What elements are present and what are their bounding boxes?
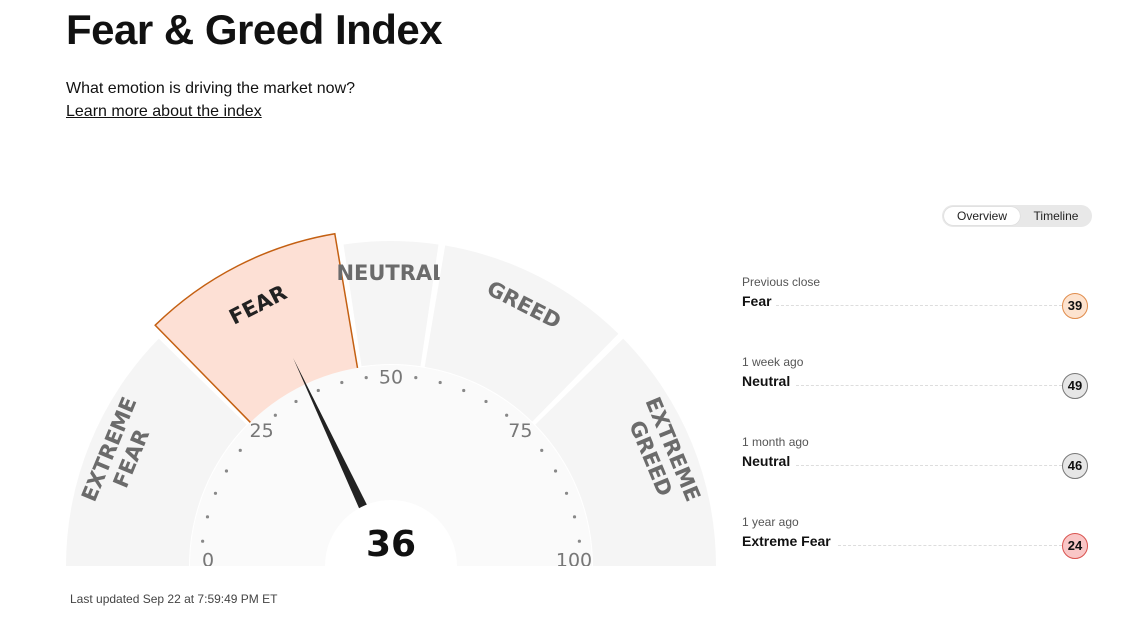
history-value-badge: 49 xyxy=(1062,373,1088,399)
history-rating: Extreme Fear xyxy=(742,533,831,549)
page-title: Fear & Greed Index xyxy=(66,6,443,53)
history-item-previous-close: Previous close Fear 39 xyxy=(742,275,1092,335)
gauge-tick-dot xyxy=(553,469,558,473)
learn-more-link[interactable]: Learn more about the index xyxy=(66,103,262,120)
gauge-tick-dot xyxy=(564,491,569,495)
gauge-tick-dot xyxy=(462,388,466,393)
gauge-tick-dot xyxy=(438,380,442,385)
history-item-1-week-ago: 1 week ago Neutral 49 xyxy=(742,355,1092,415)
page-subtitle: What emotion is driving the market now? xyxy=(66,80,356,97)
gauge-tick-dot xyxy=(224,469,229,473)
gauge-scale-label: 25 xyxy=(250,420,274,442)
gauge-segment-greed xyxy=(424,245,619,422)
gauge-value: 36 xyxy=(366,524,416,565)
history-value-badge: 24 xyxy=(1062,533,1088,559)
gauge-tick-dot xyxy=(505,413,509,417)
gauge-tick-dot xyxy=(201,539,205,543)
history-rating: Neutral xyxy=(742,453,791,469)
gauge-tick-dot xyxy=(572,515,577,519)
overview-tab[interactable]: Overview xyxy=(944,207,1020,225)
gauge-tick-dot xyxy=(364,376,368,380)
gauge-tick-dot xyxy=(316,388,320,393)
fear-greed-gauge: EXTREMEFEARFEARNEUTRALGREEDEXTREMEGREED0… xyxy=(0,232,730,600)
history-item-1-year-ago: 1 year ago Extreme Fear 24 xyxy=(742,515,1092,575)
dotted-leader xyxy=(838,545,1062,546)
gauge-inner-band xyxy=(190,365,592,566)
history-rating: Fear xyxy=(742,293,772,309)
history-value-badge: 46 xyxy=(1062,453,1088,479)
gauge-segment-extreme-fear xyxy=(66,338,247,566)
gauge-segment-extreme-greed xyxy=(535,338,716,566)
gauge-scale-label: 75 xyxy=(508,420,532,442)
gauge-tick-dot xyxy=(577,539,581,543)
history-label: 1 week ago xyxy=(742,355,804,369)
view-toggle: Overview Timeline xyxy=(942,205,1092,227)
dotted-leader xyxy=(796,385,1062,386)
gauge-scale-label: 50 xyxy=(379,367,403,389)
gauge-tick-dot xyxy=(273,413,277,417)
gauge-tick-dot xyxy=(340,380,344,385)
gauge-tick-dot xyxy=(414,376,418,380)
history-item-1-month-ago: 1 month ago Neutral 46 xyxy=(742,435,1092,495)
gauge-tick-dot xyxy=(238,448,242,452)
gauge-tick-dot xyxy=(294,399,298,404)
gauge-segment-neutral xyxy=(343,241,439,367)
dotted-leader xyxy=(776,305,1062,306)
gauge-tick-dot xyxy=(205,515,210,519)
gauge-tick-dot xyxy=(484,399,488,404)
history-rating: Neutral xyxy=(742,373,791,389)
history-label: 1 year ago xyxy=(742,515,799,529)
gauge-segment-label: NEUTRAL xyxy=(336,261,445,285)
gauge-tick-dot xyxy=(213,491,218,495)
history-label: 1 month ago xyxy=(742,435,809,449)
gauge-tick-dot xyxy=(540,448,544,452)
dotted-leader xyxy=(796,465,1062,466)
history-value-badge: 39 xyxy=(1062,293,1088,319)
gauge-base-mask xyxy=(0,566,730,600)
timeline-tab[interactable]: Timeline xyxy=(1033,209,1079,223)
history-label: Previous close xyxy=(742,275,821,289)
last-updated: Last updated Sep 22 at 7:59:49 PM ET xyxy=(70,592,278,606)
